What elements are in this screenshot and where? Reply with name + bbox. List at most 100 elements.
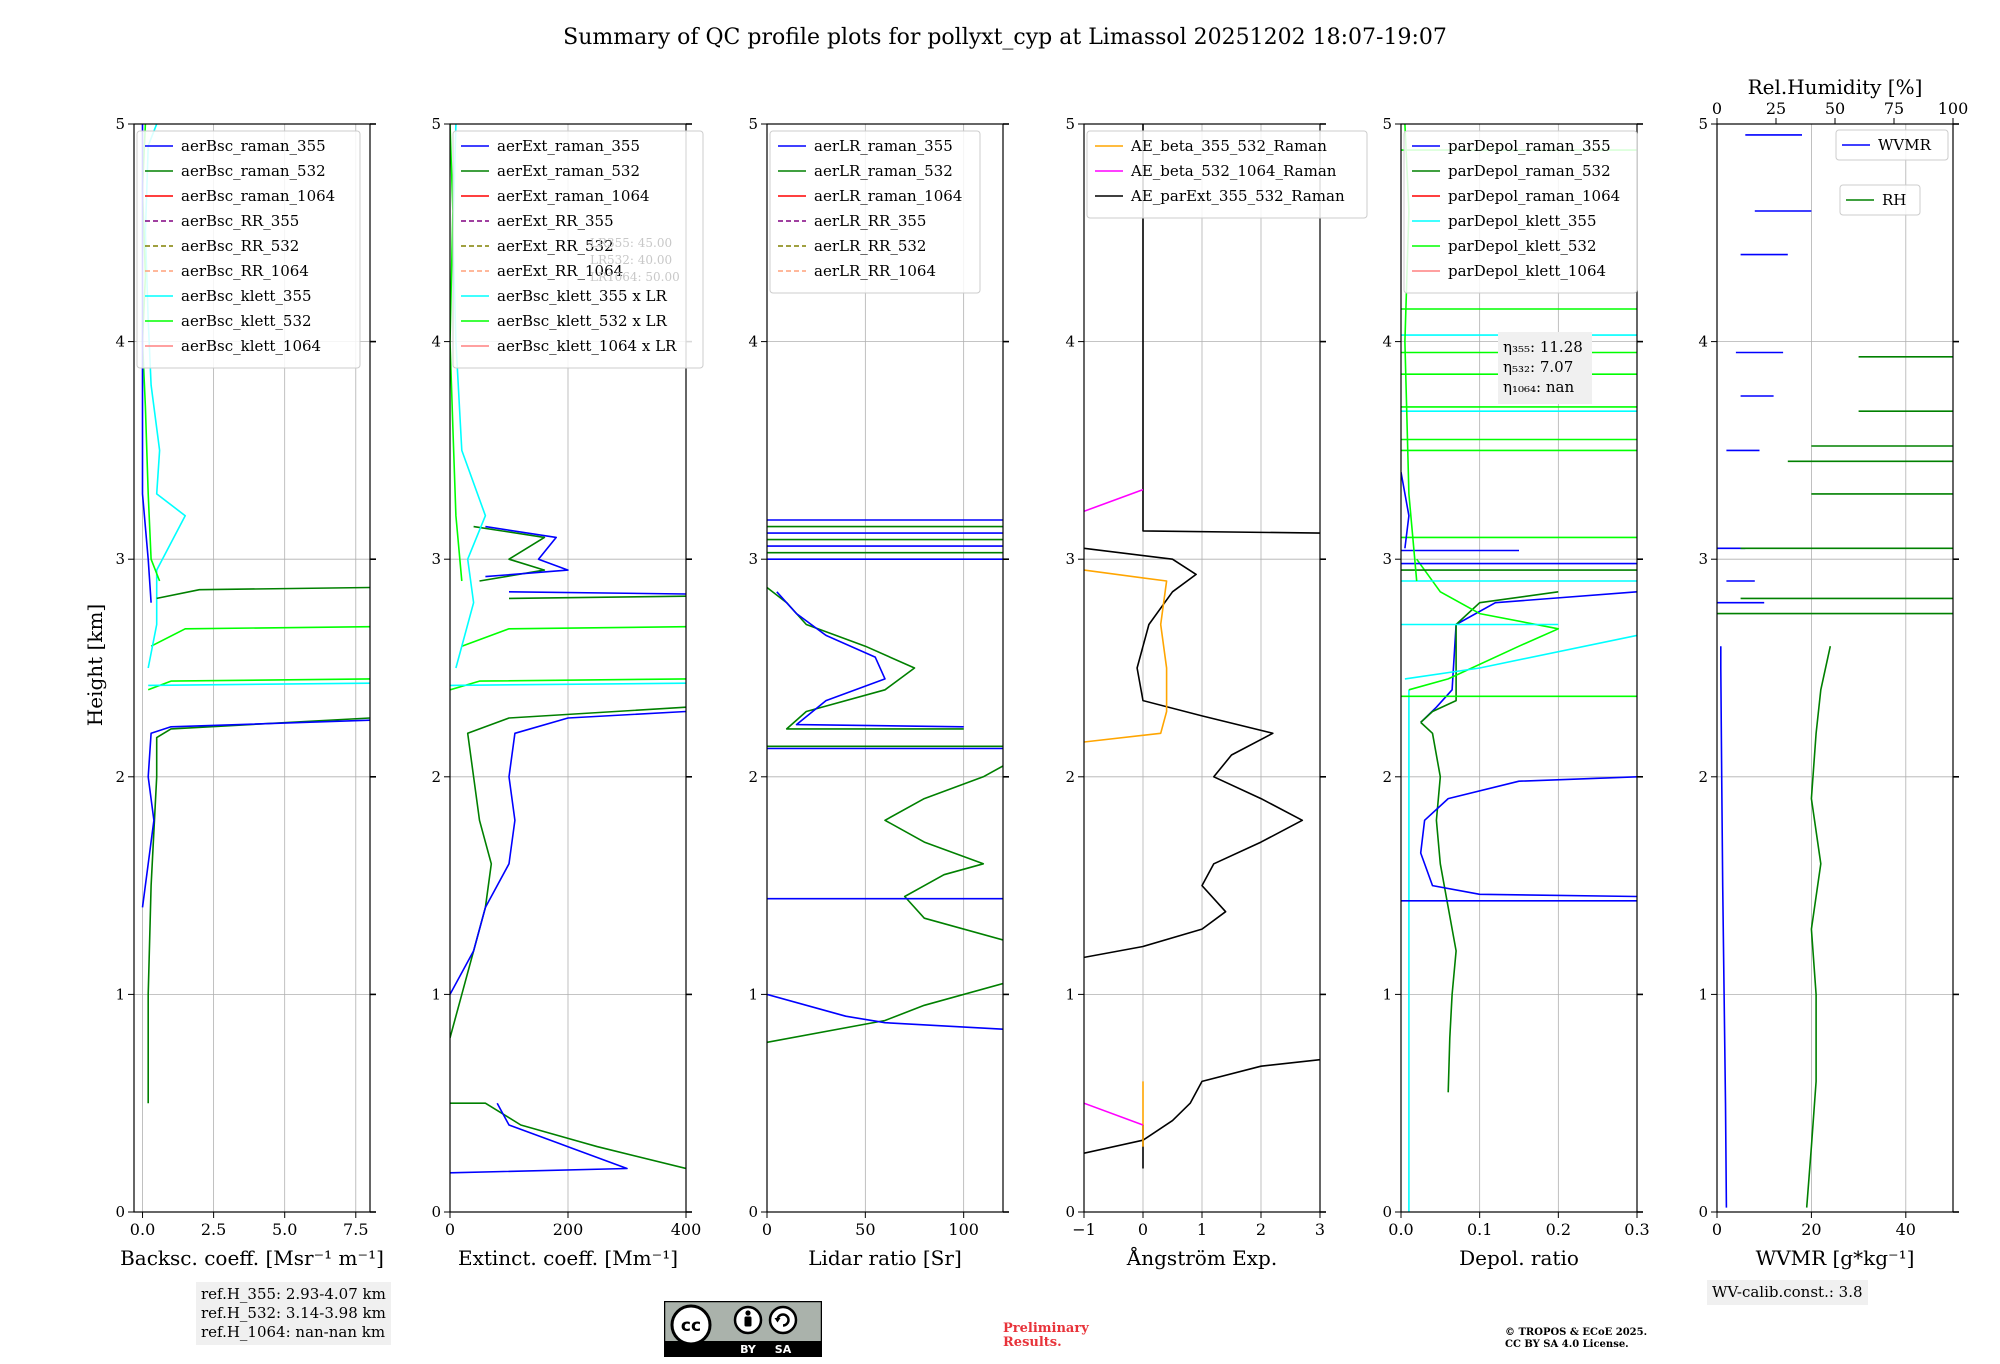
legend-ext: aerExt_raman_355 aerExt_raman_532 aerExt_r… [452,130,704,369]
figure-title: Summary of QC profile plots for pollyxt_… [563,25,1447,50]
series-aerext-raman-532 [450,706,686,1039]
series-aerext-raman-532 [508,595,686,600]
x-tick-label: 0.0 [130,1220,155,1239]
x-tick-label: 5.0 [272,1220,297,1239]
legend-ae: AE_beta_355_532_Raman AE_beta_532_1064_Ra… [1086,130,1368,219]
legend-box [452,130,704,369]
wv-calib-text: WV-calib.const.: 3.8 [1712,1283,1863,1301]
x-tick-label: 0.3 [1624,1220,1649,1239]
y-tick-label: 2 [1698,768,1708,786]
legend-box [769,130,981,294]
x-tick-label: 2 [1256,1220,1266,1239]
y-tick-label: 1 [1065,985,1075,1003]
legend-label: aerLR_RR_355 [814,212,926,230]
lr-annotation: LR1064: 50.00 [590,270,680,284]
x-tick-label: 0.2 [1546,1220,1571,1239]
legend-label: aerBsc_RR_532 [181,237,299,255]
legend-label: aerLR_raman_1064 [814,187,962,205]
series-rh [1805,646,1832,1208]
top-x-tick-label: 75 [1884,99,1904,118]
axes-frame-bsc [133,123,371,1213]
legend-label: aerLR_raman_355 [814,137,953,155]
series-pardepol-klett-355 [1404,634,1637,680]
axes-frame-wv [1716,123,1954,1213]
y-tick-label: 1 [1382,985,1392,1003]
series-aerbsc-klett-532 [147,678,370,691]
eta-box [1498,332,1592,404]
sa-share-icon [768,1305,798,1335]
panel-lr: 0 50 100 0 1 2 3 4 5 Lidar ratio [Sr] aerLR_raman_… [748,115,1009,1270]
series-ae-parext-355-532-raman [1142,124,1320,534]
panel-wv: 0 20 40 0 1 2 3 4 5 WVMR [g*kg⁻¹] 0 25 50 75 100 Rel.Hu… [1698,75,1969,1270]
sa-label: SA [775,1343,792,1356]
x-tick-label: 0 [1138,1220,1148,1239]
y-tick-label: 2 [431,768,441,786]
x-tick-label: 50 [855,1220,875,1239]
preliminary-line-1: Preliminary [1003,1321,1089,1336]
x-tick-label: 2.5 [201,1220,226,1239]
y-tick-label: 3 [431,550,441,568]
legend-label: aerBsc_klett_1064 x LR [497,337,677,355]
y-tick-label: 4 [115,333,125,351]
series-pardepol-raman-532 [1420,591,1559,723]
legend-label: aerExt_RR_1064 [497,262,623,280]
legend-label: parDepol_klett_355 [1448,212,1597,230]
series-aerext-raman-532 [450,1102,686,1170]
y-tick-label: 1 [1698,985,1708,1003]
preliminary-line-2: Results. [1003,1335,1062,1350]
series-aerbsc-klett-532-x-lr [450,678,686,691]
y-tick-label: 2 [115,768,125,786]
series-ae-beta-532-1064-raman [1084,488,1144,513]
y-tick-label: 3 [1065,550,1075,568]
y-tick-label: 4 [431,333,441,351]
series-aerlr-raman-532 [767,982,1003,1044]
eta-annotation: η₅₃₂: 7.07 [1503,358,1573,376]
grid-ae [1084,124,1320,1212]
series-aerbsc-raman-532 [156,586,370,600]
series-aerbsc-klett-532-x-lr [461,625,686,647]
series-aerbsc-klett-355-x-lr [450,682,686,687]
panel-bsc: 0.0 2.5 5.0 7.5 0 1 2 3 4 5 Backsc. coeff. [Msr⁻¹ … [115,115,383,1270]
legend-wv: WVMR RH [1835,129,1949,216]
x-tick-label: 1 [1197,1220,1207,1239]
legend-label: parDepol_klett_532 [1448,237,1597,255]
y-tick-label: 5 [1382,115,1392,133]
legend-label: aerBsc_klett_355 [181,287,312,305]
series-aerlr-raman-532 [884,765,1003,941]
y-tick-label: 0 [1698,1203,1708,1221]
cc-by-sa-badge: cc BY SA [664,1301,822,1357]
y-tick-label: 5 [1065,115,1075,133]
series-group-wv [1717,134,1953,1208]
x-tick-label: 40 [1896,1220,1916,1239]
legend-label: aerBsc_raman_532 [181,162,326,180]
legend-label: RH [1882,191,1906,209]
legend-box [1835,129,1949,161]
legend-label: AE_beta_355_532_Raman [1130,137,1327,155]
x-tick-label: 200 [553,1220,584,1239]
ref-height-1064: ref.H_1064: nan-nan km [201,1323,386,1341]
legend-label: parDepol_klett_1064 [1448,262,1606,280]
legend-label: aerExt_raman_532 [497,162,640,180]
legend-label: aerExt_RR_355 [497,212,614,230]
y-tick-label: 4 [1065,333,1075,351]
series-aerbsc-klett-355 [148,682,370,687]
top-x-tick-label: 100 [1938,99,1969,118]
copyright-note: © TROPOS & ECoE 2025. CC BY SA 4.0 Licen… [1505,1327,1647,1351]
legend-label: AE_beta_532_1064_Raman [1130,162,1337,180]
legend-box [1086,130,1368,219]
y-tick-label: 0 [748,1203,758,1221]
lr-annotation: LR355: 45.00 [590,236,672,250]
series-aerext-raman-355 [508,591,686,595]
series-aerlr-raman-355 [776,591,964,728]
by-label: BY [740,1343,757,1356]
series-group-lr [767,519,1003,1044]
y-tick-label: 4 [748,333,758,351]
y-tick-label: 1 [115,985,125,1003]
copyright-line-2: CC BY SA 4.0 License. [1505,1339,1629,1350]
panel-dep: 0.0 0.1 0.2 0.3 0 1 2 3 4 5 Depol. ratio parDepol_r… [1382,115,1649,1270]
ref-heights-box: ref.H_355: 2.93-4.07 km ref.H_532: 3.14-… [196,1282,391,1345]
legend-label: aerBsc_RR_355 [181,212,299,230]
legend-label: aerExt_raman_1064 [497,187,650,205]
